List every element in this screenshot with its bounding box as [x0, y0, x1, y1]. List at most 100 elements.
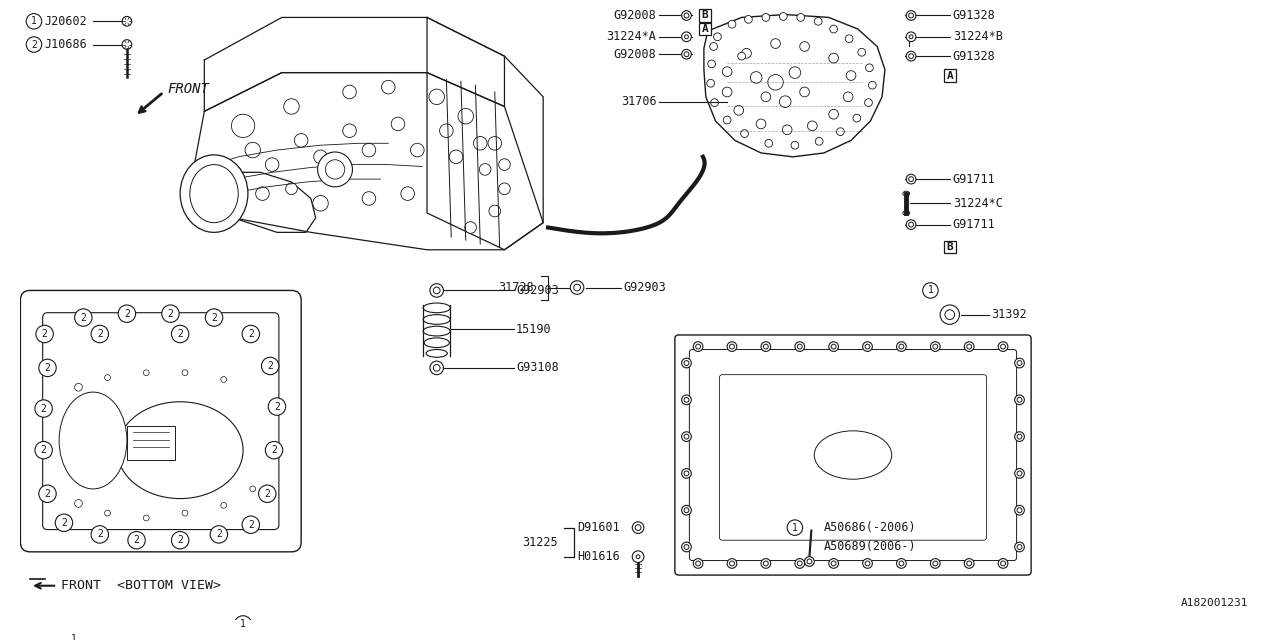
Text: A50689(2006-): A50689(2006-): [824, 541, 916, 554]
Circle shape: [707, 79, 714, 87]
Circle shape: [465, 221, 476, 234]
Ellipse shape: [180, 155, 248, 232]
Circle shape: [909, 222, 914, 227]
Text: H01616: H01616: [577, 550, 620, 563]
Circle shape: [906, 220, 916, 230]
Circle shape: [933, 344, 938, 349]
Circle shape: [909, 177, 914, 182]
Ellipse shape: [902, 211, 910, 216]
Circle shape: [846, 70, 856, 81]
Polygon shape: [205, 17, 504, 111]
Circle shape: [730, 344, 735, 349]
Polygon shape: [428, 17, 543, 250]
Circle shape: [695, 344, 700, 349]
Circle shape: [940, 305, 960, 324]
Ellipse shape: [424, 303, 451, 313]
Circle shape: [499, 183, 511, 195]
Circle shape: [682, 32, 691, 42]
Circle shape: [35, 400, 52, 417]
Circle shape: [909, 35, 913, 39]
Text: 2: 2: [31, 40, 37, 49]
Circle shape: [896, 559, 906, 568]
Text: G91328: G91328: [952, 50, 996, 63]
Circle shape: [205, 309, 223, 326]
Circle shape: [756, 119, 765, 129]
Circle shape: [763, 344, 768, 349]
Circle shape: [632, 522, 644, 533]
Text: J10686: J10686: [45, 38, 87, 51]
Circle shape: [685, 35, 689, 39]
Ellipse shape: [118, 402, 243, 499]
Circle shape: [966, 561, 972, 566]
Text: 2: 2: [271, 445, 276, 455]
Text: 31728: 31728: [498, 281, 534, 294]
Circle shape: [828, 53, 838, 63]
Text: G92903: G92903: [623, 281, 667, 294]
Polygon shape: [189, 72, 543, 250]
Text: FRONT  <BOTTOM VIEW>: FRONT <BOTTOM VIEW>: [61, 579, 221, 592]
Circle shape: [317, 152, 352, 187]
Text: 31225: 31225: [522, 536, 558, 548]
Circle shape: [1015, 358, 1024, 368]
Circle shape: [727, 559, 737, 568]
Circle shape: [865, 561, 870, 566]
Circle shape: [684, 360, 689, 365]
Bar: [943, 241, 956, 253]
Circle shape: [74, 309, 92, 326]
Circle shape: [906, 11, 916, 20]
Text: 2: 2: [61, 518, 67, 528]
Circle shape: [325, 160, 344, 179]
Text: 2: 2: [97, 529, 102, 540]
Circle shape: [727, 342, 737, 351]
Circle shape: [439, 124, 453, 138]
Circle shape: [118, 305, 136, 323]
Circle shape: [250, 486, 256, 492]
Circle shape: [829, 25, 837, 33]
Circle shape: [343, 124, 356, 138]
Circle shape: [256, 187, 269, 200]
Circle shape: [434, 287, 440, 294]
Circle shape: [998, 559, 1007, 568]
Circle shape: [210, 525, 228, 543]
Text: 2: 2: [45, 489, 50, 499]
Circle shape: [429, 89, 444, 104]
Circle shape: [710, 99, 718, 106]
Circle shape: [265, 158, 279, 172]
Text: 31224*B: 31224*B: [952, 30, 1002, 44]
Text: 1: 1: [928, 285, 933, 296]
Circle shape: [401, 187, 415, 200]
Polygon shape: [704, 15, 884, 157]
Circle shape: [852, 114, 860, 122]
Text: 2: 2: [216, 529, 221, 540]
Ellipse shape: [426, 349, 447, 357]
Text: 2: 2: [168, 308, 173, 319]
Circle shape: [694, 559, 703, 568]
Circle shape: [906, 174, 916, 184]
FancyBboxPatch shape: [690, 349, 1016, 561]
Circle shape: [782, 125, 792, 134]
Circle shape: [763, 561, 768, 566]
FancyBboxPatch shape: [20, 291, 301, 552]
Text: 2: 2: [41, 404, 46, 413]
Circle shape: [1018, 545, 1021, 549]
Circle shape: [1015, 542, 1024, 552]
Circle shape: [808, 121, 817, 131]
Text: A: A: [701, 24, 708, 34]
Bar: [127, 426, 175, 460]
Circle shape: [362, 192, 376, 205]
Text: G92903: G92903: [516, 284, 559, 297]
Circle shape: [26, 36, 42, 52]
Circle shape: [771, 39, 781, 49]
Circle shape: [65, 630, 82, 640]
Circle shape: [750, 72, 762, 83]
Circle shape: [896, 342, 906, 351]
Circle shape: [722, 67, 732, 77]
Text: 2: 2: [268, 361, 273, 371]
Circle shape: [797, 561, 803, 566]
Circle shape: [733, 106, 744, 115]
Text: 2: 2: [124, 308, 129, 319]
Circle shape: [1018, 471, 1021, 476]
Circle shape: [828, 559, 838, 568]
Text: 1: 1: [70, 634, 77, 640]
Circle shape: [362, 143, 376, 157]
